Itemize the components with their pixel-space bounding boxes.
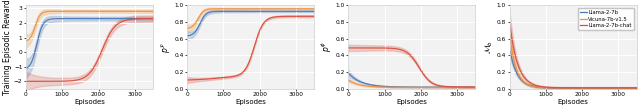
Y-axis label: Training Episodic Reward: Training Episodic Reward <box>3 0 12 95</box>
Y-axis label: $p^\phi$: $p^\phi$ <box>320 42 334 52</box>
Y-axis label: $p^\mathcal{F}$: $p^\mathcal{F}$ <box>159 42 173 53</box>
X-axis label: Episodes: Episodes <box>236 98 266 105</box>
Y-axis label: $\mathcal{M}_b$: $\mathcal{M}_b$ <box>484 40 495 54</box>
X-axis label: Episodes: Episodes <box>396 98 428 105</box>
X-axis label: Episodes: Episodes <box>557 98 588 105</box>
X-axis label: Episodes: Episodes <box>74 98 105 105</box>
Legend: Llama-2-7b, Vicuna-7b-v1.5, Llama-2-7b-chat: Llama-2-7b, Vicuna-7b-v1.5, Llama-2-7b-c… <box>579 8 634 30</box>
